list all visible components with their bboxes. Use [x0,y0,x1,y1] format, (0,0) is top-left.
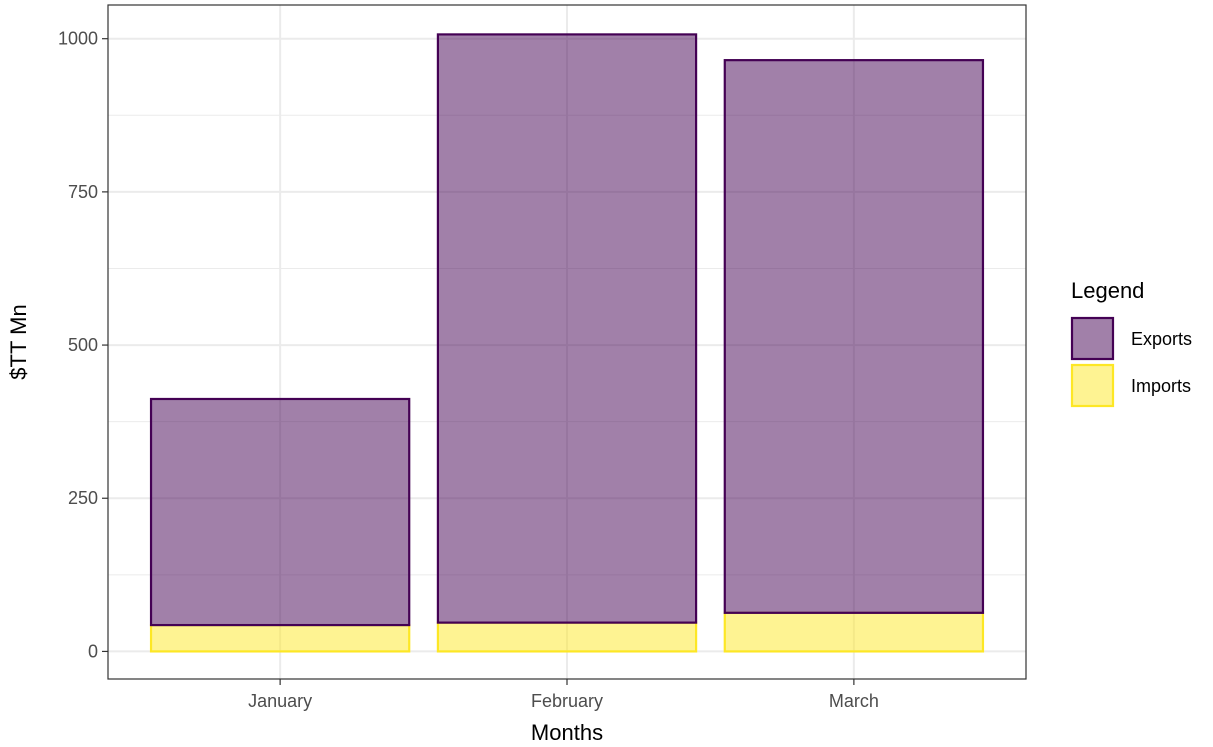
legend-swatch-imports [1070,363,1115,408]
y-tick-label: 1000 [58,29,98,49]
y-tick-label: 250 [68,488,98,508]
y-tick-label: 500 [68,335,98,355]
axes: 0 250 500 750 1000 January February March [58,29,879,711]
x-tick-label: February [531,691,603,711]
legend-label-imports: Imports [1131,376,1191,396]
bar-imports-march [723,611,985,653]
y-tick-label: 750 [68,182,98,202]
bar-exports-march [723,59,985,614]
bar-exports-january [149,397,411,627]
legend-label-exports: Exports [1131,329,1192,349]
y-axis-title: $TT Mn [6,304,31,379]
legend-items: Exports Imports [1070,316,1192,408]
legend-swatch-exports [1070,316,1115,361]
x-tick-label: January [248,691,312,711]
legend-title: Legend [1071,278,1144,303]
bar-imports-february [436,621,698,653]
legend: Legend Exports Imports [1070,278,1192,408]
x-tick-label: March [829,691,879,711]
bars [149,33,985,653]
x-axis-title: Months [531,720,603,745]
y-tick-label: 0 [88,641,98,661]
bar-imports-january [149,623,411,653]
bar-exports-february [436,33,698,624]
